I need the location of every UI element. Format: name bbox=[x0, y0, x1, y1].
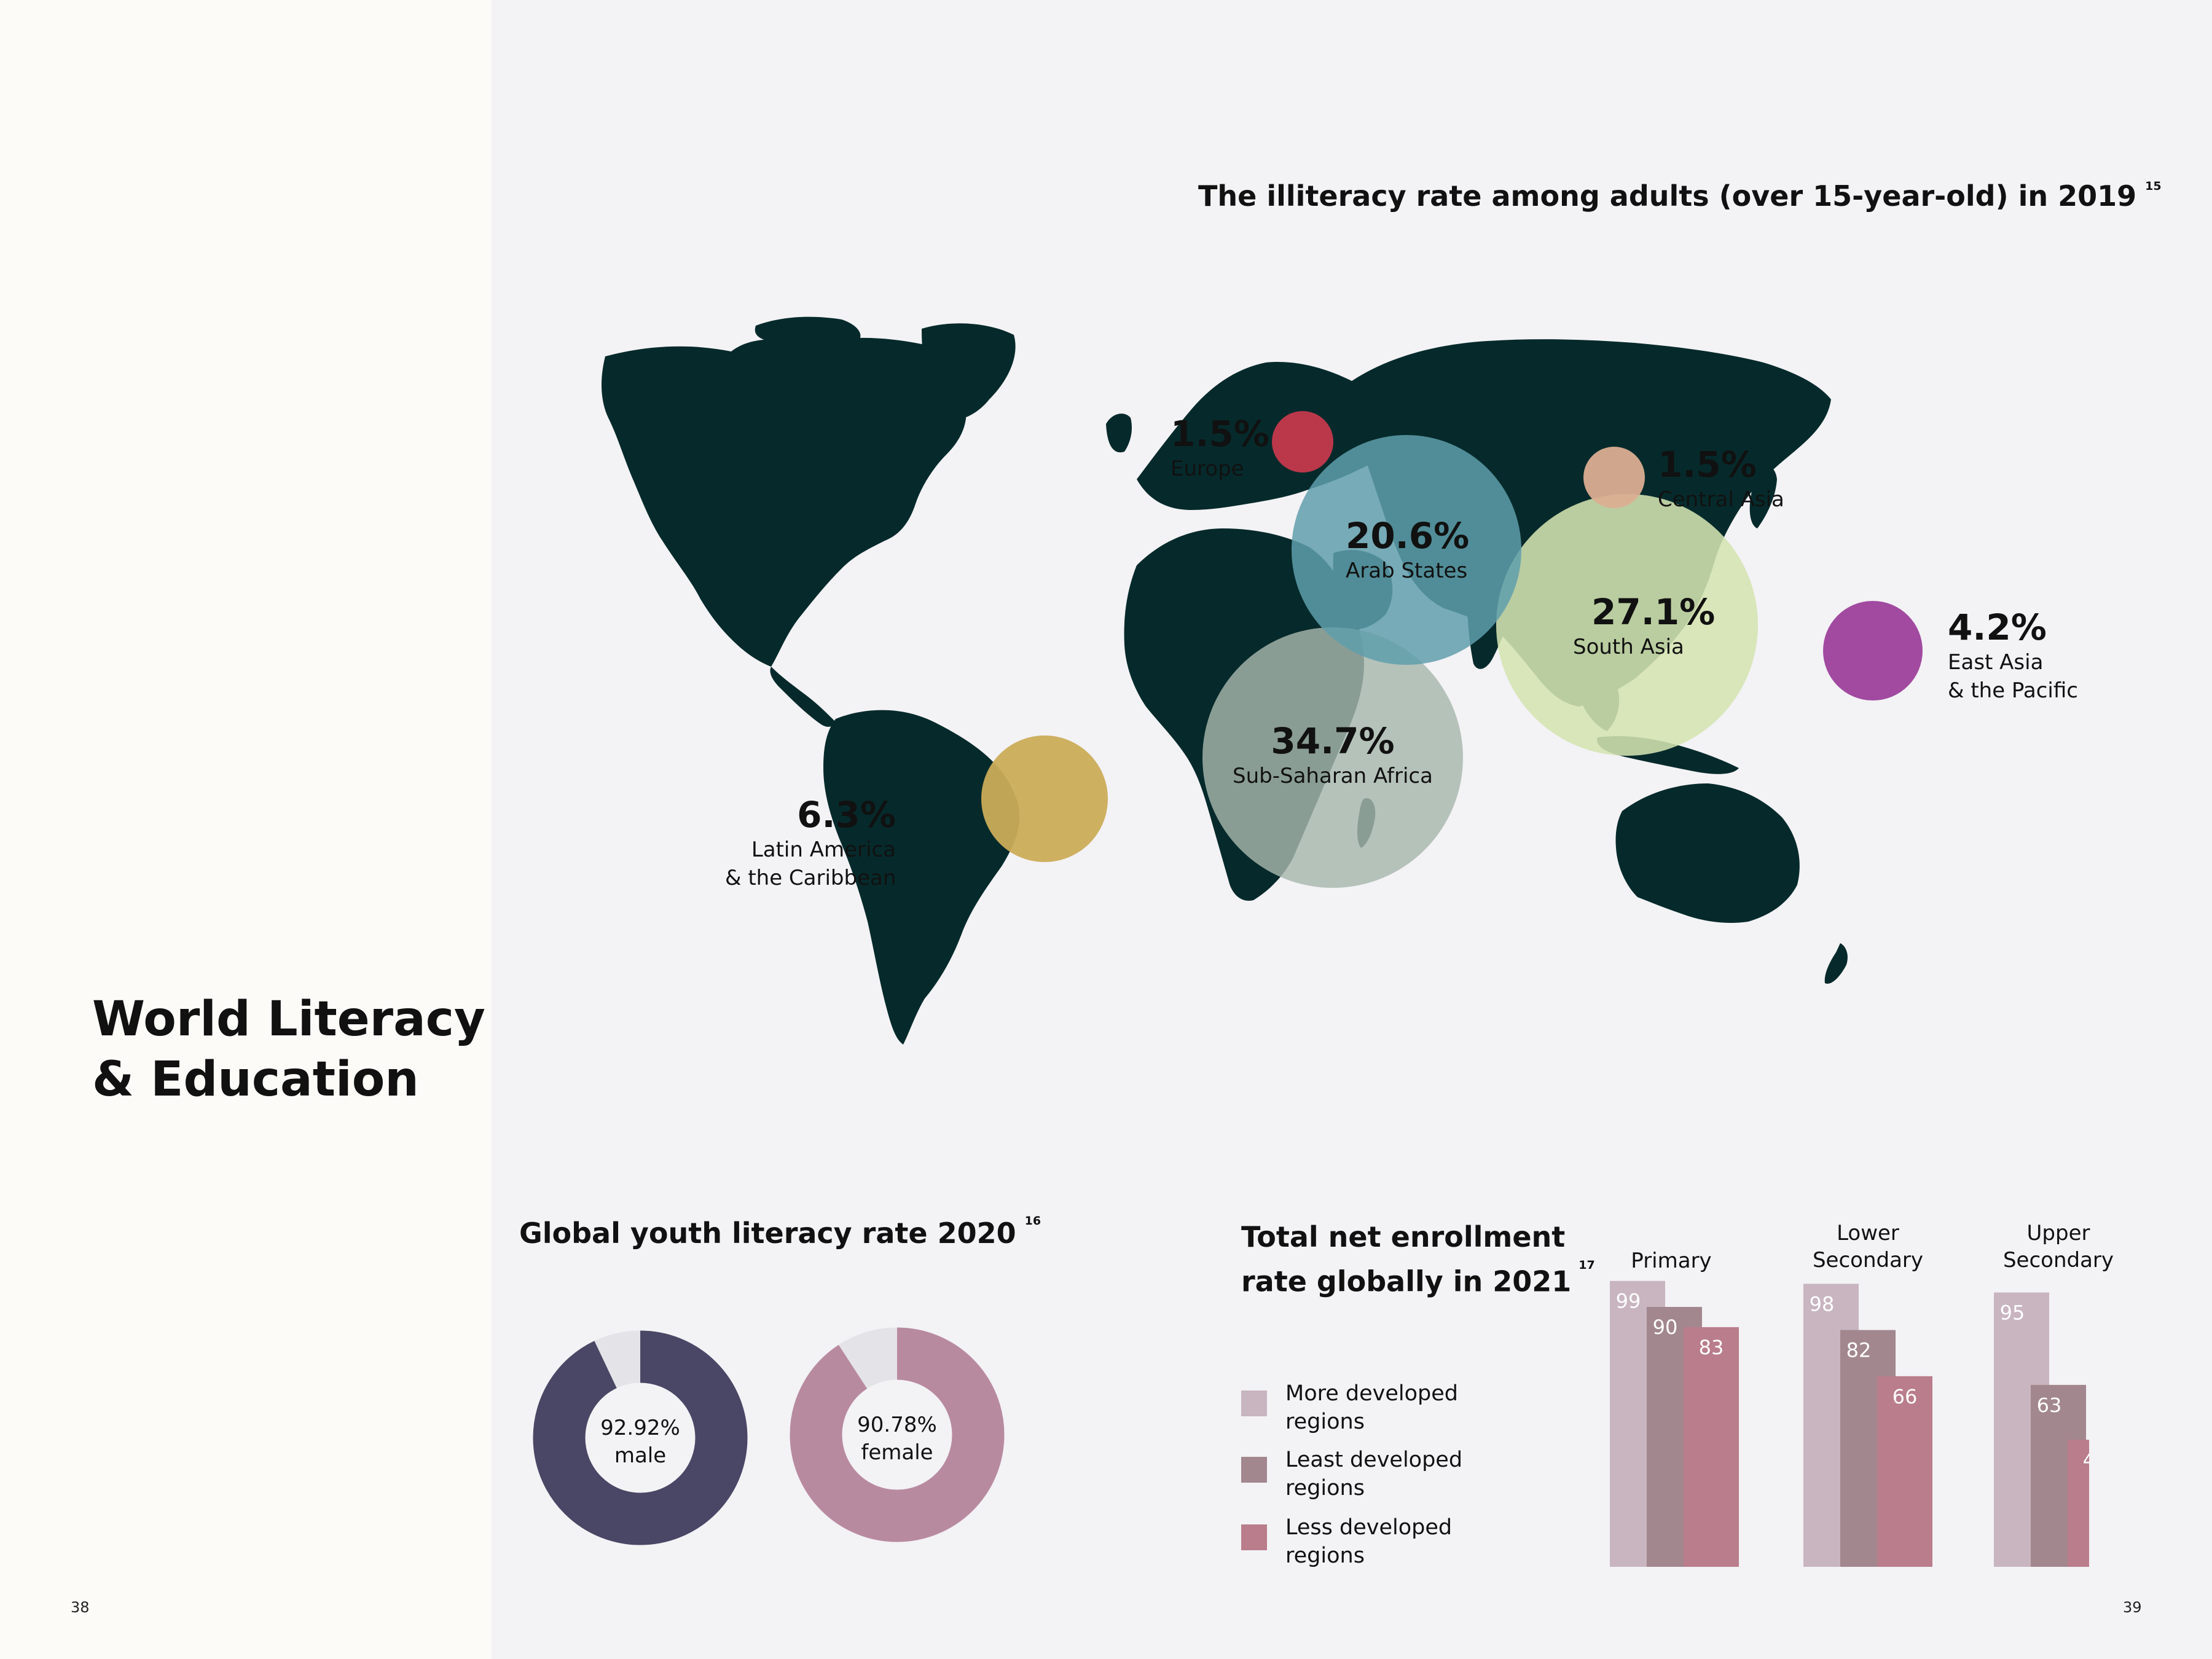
land-japan bbox=[1749, 465, 1777, 528]
legend-less-developed: Less developed regions bbox=[1241, 1513, 1488, 1570]
sub-saharan-africa-pct: 34.7% bbox=[1271, 720, 1395, 762]
bubble-south-asia bbox=[1496, 494, 1758, 756]
south-asia-pct: 27.1% bbox=[1591, 591, 1716, 633]
category-label-lower-secondary: Lower Secondary bbox=[1812, 1221, 1924, 1273]
land-central-america bbox=[770, 667, 836, 727]
east-asia-pacific-name: East Asia & the Pacific bbox=[1948, 648, 2078, 705]
world-map bbox=[601, 316, 1923, 1045]
east-asia-pacific-name-line-1: East Asia bbox=[1948, 650, 2044, 675]
bar-value-lower-secondary-series-2: 66 bbox=[1892, 1385, 1918, 1408]
bar-value-upper-secondary-series-1: 63 bbox=[2037, 1394, 2062, 1417]
main-title-line-1: World Literacy bbox=[92, 992, 485, 1047]
legend-label-more-developed: More developed regions bbox=[1285, 1381, 1458, 1434]
europe-pct: 1.5% bbox=[1171, 413, 1269, 455]
bar-value-upper-secondary-series-0: 95 bbox=[2000, 1301, 2025, 1325]
bar-value-lower-secondary-series-0: 98 bbox=[1810, 1292, 1835, 1316]
bubble-arab-states bbox=[1292, 435, 1521, 665]
youth-title-text: Global youth literacy rate 2020 bbox=[519, 1217, 1016, 1250]
legend-swatch-more-developed bbox=[1241, 1390, 1267, 1416]
label-arab-states: 20.6% Arab States bbox=[1346, 515, 1469, 585]
category-label-primary: Primary bbox=[1631, 1249, 1712, 1273]
east-asia-pacific-pct: 4.2% bbox=[1948, 606, 2047, 648]
left-page: World Literacy & Education 38 bbox=[0, 0, 492, 1659]
donut-male-value bbox=[533, 1330, 748, 1545]
land-australia bbox=[1615, 783, 1800, 923]
arab-states-pct: 20.6% bbox=[1346, 515, 1470, 557]
donut-male-pct: 92.92% bbox=[600, 1416, 680, 1440]
bars-group: 99 90 83 98 82 66 95 63 44 bbox=[1610, 1281, 2089, 1567]
land-new-zealand bbox=[1824, 943, 1848, 984]
legend-more-developed: More developed regions bbox=[1241, 1379, 1488, 1436]
label-sub-saharan-africa: 34.7% Sub-Saharan Africa bbox=[1229, 720, 1437, 790]
europe-name: Europe bbox=[1171, 457, 1244, 481]
main-title: World Literacy & Education bbox=[92, 989, 485, 1110]
enrollment-legend: More developed regions Least developed reg… bbox=[1241, 1379, 1488, 1570]
youth-title-footnote: 16 bbox=[1024, 1214, 1041, 1228]
donut-female-value bbox=[790, 1327, 1005, 1542]
donut-female-label: female bbox=[861, 1440, 933, 1465]
legend-swatch-less-developed bbox=[1241, 1524, 1267, 1550]
illiteracy-bubbles bbox=[981, 411, 1923, 888]
right-page: The illiteracy rate among adults (over 1… bbox=[492, 0, 2212, 1659]
enrollment-bars: 99 90 83 98 82 66 95 63 44 bbox=[1610, 1281, 2089, 1567]
page-number-right: 39 bbox=[2123, 1599, 2142, 1616]
sub-saharan-africa-name: Sub-Saharan Africa bbox=[1233, 764, 1433, 788]
label-latin-america: 6.3% Latin America & the Caribbean bbox=[725, 794, 896, 892]
bubble-latin-america bbox=[981, 735, 1108, 862]
central-asia-pct: 1.5% bbox=[1658, 444, 1757, 485]
east-asia-pacific-name-line-2: & the Pacific bbox=[1948, 678, 2078, 703]
donut-female-pct: 90.78% bbox=[857, 1413, 937, 1437]
page-number-left: 38 bbox=[71, 1599, 90, 1616]
bar-value-upper-secondary-series-2: 44 bbox=[2083, 1448, 2089, 1472]
bubble-africa bbox=[1202, 627, 1463, 888]
enrollment-title-footnote: 17 bbox=[1579, 1258, 1595, 1272]
label-central-asia: 1.5% Central Asia bbox=[1658, 444, 1784, 514]
land-british-isles bbox=[1106, 414, 1132, 453]
land-arctic-islands bbox=[755, 316, 861, 347]
label-europe: 1.5% Europe bbox=[1171, 413, 1269, 483]
main-title-line-2: & Education bbox=[92, 1052, 419, 1107]
donut-male-label: male bbox=[614, 1443, 666, 1468]
bubble-central-asia bbox=[1583, 447, 1645, 508]
youth-donuts: 92.92% male 90.78% female bbox=[533, 1327, 1005, 1545]
donut-female: 90.78% female bbox=[790, 1327, 1005, 1542]
bubble-east-asia-pacific bbox=[1823, 601, 1923, 700]
legend-label-least-developed: Least developed regions bbox=[1285, 1448, 1463, 1500]
latin-america-name-line-1: Latin America bbox=[751, 837, 896, 862]
map-title-footnote: 15 bbox=[2145, 179, 2162, 193]
central-asia-name: Central Asia bbox=[1658, 487, 1784, 512]
map-title-text: The illiteracy rate among adults (over 1… bbox=[1198, 179, 2137, 213]
latin-america-name: Latin America & the Caribbean bbox=[725, 836, 896, 892]
category-label-upper-secondary: Upper Secondary bbox=[2002, 1221, 2114, 1273]
bubble-europe bbox=[1272, 411, 1333, 473]
legend-least-developed: Least developed regions bbox=[1241, 1446, 1488, 1502]
map-title: The illiteracy rate among adults (over 1… bbox=[1198, 179, 2162, 213]
bar-value-primary-series-0: 99 bbox=[1616, 1290, 1641, 1313]
latin-america-pct: 6.3% bbox=[797, 794, 896, 836]
arab-states-name: Arab States bbox=[1346, 559, 1468, 583]
bar-upper-secondary-series-2 bbox=[2068, 1440, 2089, 1567]
enrollment-title: Total net enrollment rate globally in 20… bbox=[1241, 1217, 1595, 1301]
bar-value-primary-series-2: 83 bbox=[1699, 1336, 1724, 1359]
bar-value-primary-series-1: 90 bbox=[1653, 1316, 1678, 1339]
youth-title: Global youth literacy rate 2020 16 bbox=[519, 1214, 1041, 1250]
land-greenland bbox=[922, 323, 1016, 420]
legend-label-less-developed: Less developed regions bbox=[1285, 1515, 1453, 1568]
bar-lower-secondary-series-2 bbox=[1877, 1376, 1932, 1567]
enrollment-title-line-1: Total net enrollment bbox=[1241, 1220, 1566, 1253]
donut-male: 92.92% male bbox=[533, 1330, 748, 1545]
bar-primary-series-2 bbox=[1684, 1327, 1739, 1567]
latin-america-name-line-2: & the Caribbean bbox=[725, 866, 896, 890]
label-east-asia-pacific: 4.2% East Asia & the Pacific bbox=[1948, 606, 2078, 705]
legend-swatch-least-developed bbox=[1241, 1457, 1267, 1483]
bar-value-lower-secondary-series-1: 82 bbox=[1846, 1339, 1872, 1362]
south-asia-name: South Asia bbox=[1573, 635, 1684, 659]
land-north-america bbox=[601, 337, 967, 667]
land-south-america bbox=[823, 710, 1020, 1045]
enrollment-title-line-2: rate globally in 2021 17 bbox=[1241, 1258, 1595, 1298]
label-south-asia: 27.1% South Asia bbox=[1573, 591, 1715, 661]
